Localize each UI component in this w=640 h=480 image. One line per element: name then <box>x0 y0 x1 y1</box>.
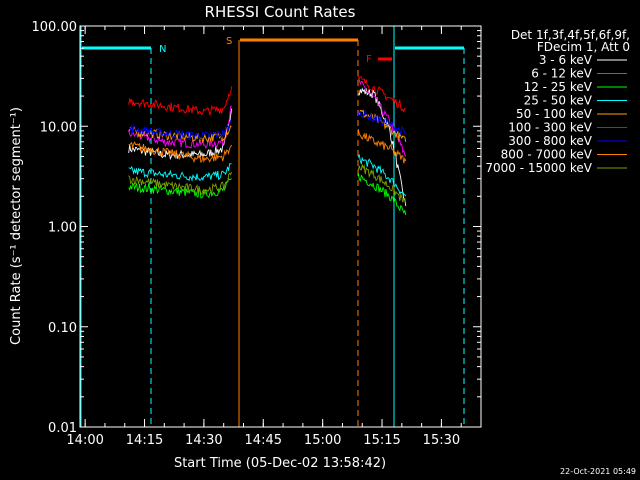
series-7000-15000keV <box>128 164 407 204</box>
x-tick-label: 14:00 <box>66 433 103 448</box>
y-tick-label: 0.01 <box>48 421 77 436</box>
legend-label: 7000 - 15000 keV <box>485 161 592 175</box>
observation-interval-markers: N S F <box>80 26 465 427</box>
series-line <box>128 125 232 143</box>
series-800-7000keV <box>128 129 407 164</box>
y-tick-label: 1.00 <box>48 221 77 236</box>
legend-label: 12 - 25 keV <box>524 80 593 94</box>
series-12-25keV <box>128 173 407 216</box>
saa-marker-label: S <box>226 36 232 47</box>
flare-marker-label: F <box>366 54 372 65</box>
x-tick-label: 14:15 <box>126 433 163 448</box>
series-line <box>357 75 406 113</box>
legend-label: 6 - 12 keV <box>531 67 593 81</box>
x-tick-label: 15:30 <box>423 433 460 448</box>
series-line <box>357 87 407 207</box>
chart-title: RHESSI Count Rates <box>205 3 356 21</box>
series-layer <box>128 75 407 216</box>
legend-label: 3 - 6 keV <box>539 53 593 67</box>
legend-label: 100 - 300 keV <box>508 121 592 135</box>
x-tick-label: 14:30 <box>185 433 222 448</box>
legend-header-line-2: FDecim 1, Att 0 <box>537 40 630 54</box>
series-line <box>128 141 232 164</box>
series-line <box>357 78 407 157</box>
series-100-300keV <box>128 75 406 116</box>
series-3-6keV <box>128 87 407 207</box>
legend-header-line-1: Det 1f,3f,4f,5f,6f,9f, <box>511 28 630 42</box>
legend-label: 25 - 50 keV <box>524 94 593 108</box>
x-axis-label: Start Time (05-Dec-02 13:58:42) <box>174 456 386 471</box>
legend-label: 800 - 7000 keV <box>501 148 593 162</box>
series-300-800keV <box>128 109 407 140</box>
series-line <box>357 164 407 204</box>
series-line <box>357 154 407 197</box>
series-25-50keV <box>128 154 407 197</box>
series-line <box>128 177 232 199</box>
series-line <box>128 163 232 182</box>
series-line <box>128 171 233 195</box>
series-line <box>357 129 407 164</box>
axis-ticks: 14:00 14:15 14:30 14:45 15:00 15:15 15:30 0.01 0… <box>32 20 482 448</box>
y-tick-label: 0.10 <box>48 321 77 336</box>
plot-frame <box>79 25 482 428</box>
series-line <box>128 119 232 140</box>
x-tick-label: 15:15 <box>363 433 400 448</box>
series-line <box>128 86 233 116</box>
night-marker-label: N <box>159 44 166 55</box>
x-tick-label: 15:00 <box>304 433 341 448</box>
series-line <box>357 109 407 135</box>
legend-label: 50 - 100 keV <box>516 107 593 121</box>
series-line <box>357 173 407 216</box>
footer-timestamp: 22-Oct-2021 05:49 <box>560 467 636 476</box>
y-axis-label: Count Rate (s⁻¹ detector segment⁻¹) <box>9 107 24 345</box>
x-tick-label: 14:45 <box>245 433 282 448</box>
legend-label: 300 - 800 keV <box>508 134 592 148</box>
y-tick-label: 100.00 <box>32 20 78 35</box>
y-tick-label: 10.00 <box>40 120 77 135</box>
